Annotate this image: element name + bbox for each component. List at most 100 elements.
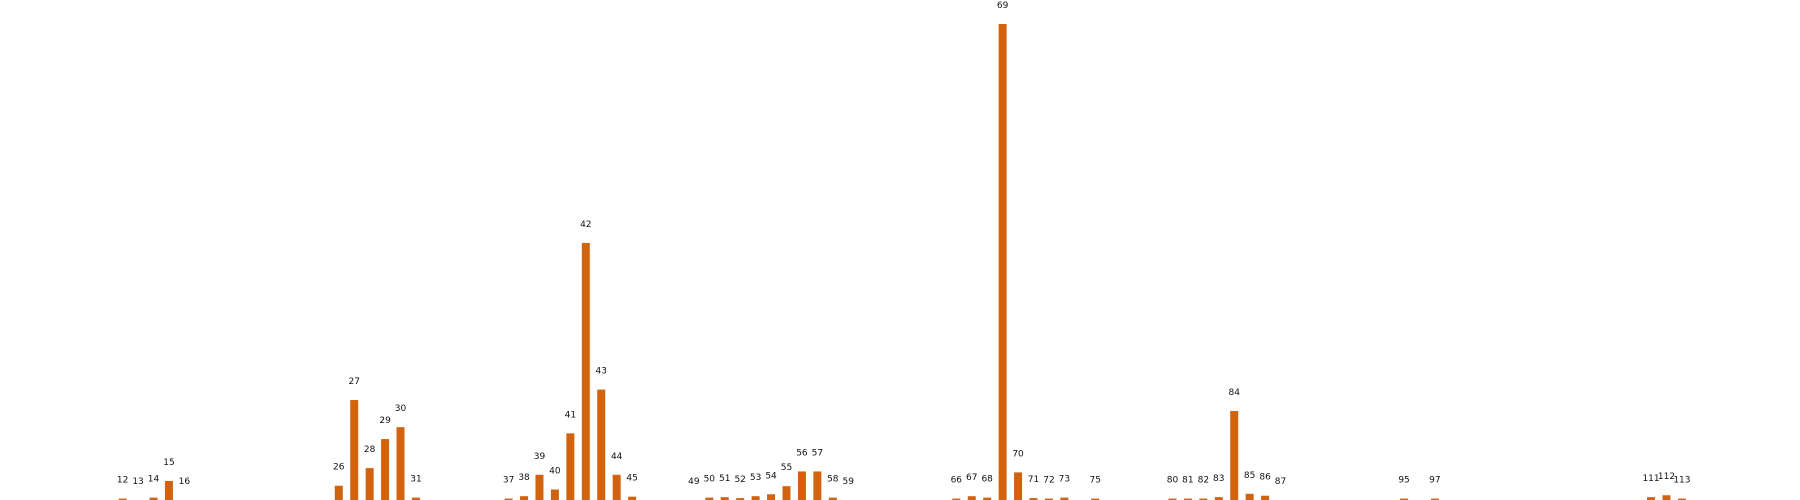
bar-label-13: 13 xyxy=(132,477,143,487)
bar-57 xyxy=(813,471,822,500)
bar-label-42: 42 xyxy=(580,220,591,230)
bar-84 xyxy=(1230,410,1239,500)
bar-label-112: 112 xyxy=(1658,472,1675,482)
bar-45 xyxy=(628,496,637,500)
bar-label-87: 87 xyxy=(1275,477,1286,487)
bar-label-70: 70 xyxy=(1012,449,1024,459)
bar-82 xyxy=(1199,498,1208,500)
bar-31 xyxy=(411,497,420,500)
bar-15 xyxy=(164,480,173,500)
bar-label-26: 26 xyxy=(333,463,345,473)
bar-label-44: 44 xyxy=(611,452,623,462)
bar-label-31: 31 xyxy=(410,475,421,485)
bar-75 xyxy=(1091,498,1100,500)
bar-111 xyxy=(1647,497,1656,500)
bar-71 xyxy=(1029,498,1038,500)
bar-38 xyxy=(520,496,529,500)
bar-41 xyxy=(566,433,575,500)
bar-label-59: 59 xyxy=(843,477,855,487)
bar-label-86: 86 xyxy=(1259,473,1271,483)
bar-label-83: 83 xyxy=(1213,474,1224,484)
bar-56 xyxy=(797,471,806,500)
bar-label-45: 45 xyxy=(626,474,637,484)
bar-70 xyxy=(1014,472,1023,500)
bar-26 xyxy=(334,485,343,500)
bar-55 xyxy=(782,486,791,500)
bar-label-82: 82 xyxy=(1198,476,1209,486)
bar-42 xyxy=(581,242,590,500)
bar-72 xyxy=(1044,498,1053,500)
bar-label-71: 71 xyxy=(1028,475,1039,485)
bar-85 xyxy=(1245,493,1254,500)
bar-73 xyxy=(1060,497,1069,500)
bar-53 xyxy=(751,496,760,500)
bar-label-85: 85 xyxy=(1244,471,1255,481)
bar-label-51: 51 xyxy=(719,474,730,484)
bar-81 xyxy=(1183,498,1192,500)
bar-label-57: 57 xyxy=(812,448,823,458)
bar-label-72: 72 xyxy=(1043,476,1054,486)
bar-label-39: 39 xyxy=(534,452,546,462)
bar-label-80: 80 xyxy=(1167,476,1179,486)
bar-label-66: 66 xyxy=(951,476,963,486)
bar-label-113: 113 xyxy=(1673,476,1690,486)
bar-50 xyxy=(705,497,714,500)
bar-label-12: 12 xyxy=(117,476,128,486)
bar-30 xyxy=(396,427,405,500)
bar-54 xyxy=(767,494,776,500)
bar-44 xyxy=(612,474,621,500)
bar-14 xyxy=(149,497,158,500)
bar-label-27: 27 xyxy=(348,377,359,387)
bar-label-68: 68 xyxy=(981,475,993,485)
bar-12 xyxy=(118,498,127,500)
bar-label-111: 111 xyxy=(1642,474,1659,484)
bar-label-15: 15 xyxy=(163,458,174,468)
bar-label-55: 55 xyxy=(781,463,792,473)
bar-29 xyxy=(381,439,390,500)
bar-label-41: 41 xyxy=(565,410,576,420)
bar-label-30: 30 xyxy=(395,404,407,414)
bar-39 xyxy=(535,474,544,500)
bar-66 xyxy=(952,498,961,500)
bar-43 xyxy=(597,389,606,500)
bar-28 xyxy=(365,468,374,500)
bars-group xyxy=(118,24,1686,500)
bar-label-73: 73 xyxy=(1059,475,1070,485)
bar-label-58: 58 xyxy=(827,475,839,485)
bar-label-40: 40 xyxy=(549,467,561,477)
bar-label-75: 75 xyxy=(1090,476,1101,486)
bar-label-28: 28 xyxy=(364,445,376,455)
bar-label-81: 81 xyxy=(1182,476,1193,486)
bar-95 xyxy=(1400,498,1409,500)
bar-label-38: 38 xyxy=(518,473,530,483)
bar-label-43: 43 xyxy=(596,367,607,377)
bar-label-37: 37 xyxy=(503,476,514,486)
bar-97 xyxy=(1430,498,1439,500)
bar-label-49: 49 xyxy=(688,477,700,487)
bar-83 xyxy=(1214,497,1223,500)
bar-52 xyxy=(736,498,745,500)
bar-113 xyxy=(1677,498,1686,500)
bar-112 xyxy=(1662,495,1671,500)
bar-68 xyxy=(983,497,992,500)
bar-label-69: 69 xyxy=(997,1,1009,11)
bar-69 xyxy=(998,24,1007,500)
bar-67 xyxy=(967,496,976,500)
bar-58 xyxy=(828,497,837,500)
bar-40 xyxy=(550,489,559,500)
bar-27 xyxy=(350,400,359,500)
bar-label-95: 95 xyxy=(1398,476,1409,486)
bar-80 xyxy=(1168,498,1177,500)
bar-label-53: 53 xyxy=(750,473,761,483)
bar-51 xyxy=(720,497,729,500)
bar-label-54: 54 xyxy=(765,471,777,481)
bar-label-16: 16 xyxy=(179,477,191,487)
bar-label-14: 14 xyxy=(148,475,160,485)
bar-label-56: 56 xyxy=(796,448,808,458)
bar-label-97: 97 xyxy=(1429,476,1440,486)
bar-label-50: 50 xyxy=(704,475,716,485)
bar-label-29: 29 xyxy=(379,416,391,426)
bar-label-84: 84 xyxy=(1228,388,1240,398)
